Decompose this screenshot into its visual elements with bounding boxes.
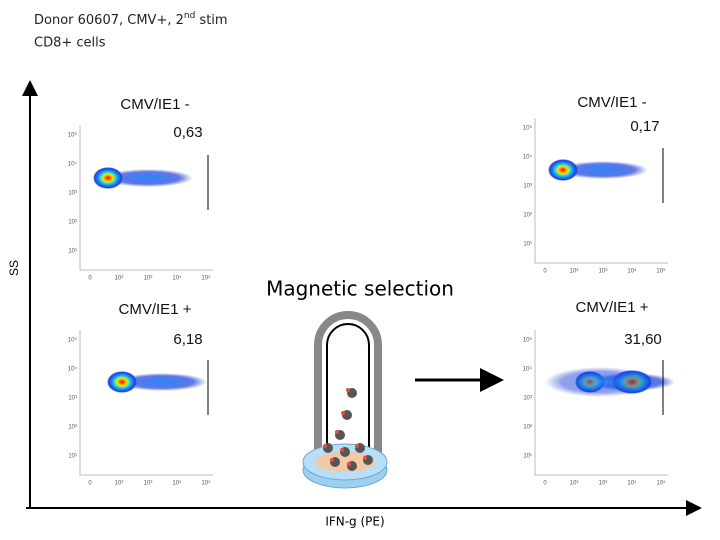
plot-title: CMV/IE1 + xyxy=(576,299,649,316)
x-tick-label: 10⁴ xyxy=(172,275,182,282)
plot-frame xyxy=(534,330,668,476)
x-tick-label: 10³ xyxy=(599,269,608,275)
y-tick-label: 10³ xyxy=(68,396,77,402)
y-tick-label: 10² xyxy=(523,213,532,219)
header-title: Donor 60607, CMV+, 2nd stim xyxy=(34,11,228,28)
x-tick-label: 10³ xyxy=(144,276,153,282)
flow-plot: CMV/IE1 + 6,18 10⁵ 10⁴ 10³ 10² 10¹ 0 10² 10³ 10⁴ 10… xyxy=(68,301,213,487)
header-subtitle: CD8+ cells xyxy=(34,36,106,51)
y-tick-label: 10³ xyxy=(68,191,77,197)
x-tick-label: 0 xyxy=(543,481,547,487)
center-label: Magnetic selection xyxy=(266,277,454,301)
density-tail xyxy=(103,169,193,187)
x-tick-label: 0 xyxy=(88,481,92,487)
density-tail xyxy=(545,367,655,397)
flow-plot: CMV/IE1 - 0,63 10⁵ 10⁴ 10³ 10² 10¹ 0 10² 10³ 10⁴ 10… xyxy=(68,96,213,282)
x-tick-label: 0 xyxy=(543,269,547,275)
flow-plot: CMV/IE1 + 31,60 10⁵ 10⁴ 10³ 10² 10¹ 0 10² 10³ 10⁴ 1… xyxy=(523,299,675,487)
y-tick-label: 10⁴ xyxy=(68,161,78,168)
density-cloud xyxy=(107,371,137,393)
y-tick-label: 10³ xyxy=(523,396,532,402)
plot-title: CMV/IE1 + xyxy=(119,301,192,318)
density-tail xyxy=(558,161,648,179)
density-cloud xyxy=(93,167,123,189)
density-cloud xyxy=(548,159,578,181)
x-tick-label: 10⁵ xyxy=(201,480,211,487)
gate-value: 0,63 xyxy=(173,124,202,141)
x-tick-label: 0 xyxy=(88,276,92,282)
x-tick-label: 10⁴ xyxy=(627,480,637,487)
y-tick-label: 10⁴ xyxy=(523,154,533,161)
x-tick-label: 10² xyxy=(115,481,124,487)
x-tick-label: 10⁴ xyxy=(172,480,182,487)
x-tick-label: 10⁴ xyxy=(627,268,637,275)
magnet-column xyxy=(302,311,388,489)
x-axis-label: IFN-g (PE) xyxy=(325,515,384,529)
y-tick-label: 10⁵ xyxy=(68,132,78,139)
y-tick-label: 10⁴ xyxy=(523,366,533,373)
y-tick-label: 10³ xyxy=(523,184,532,190)
plot-frame xyxy=(534,118,668,264)
y-tick-label: 10² xyxy=(68,220,77,226)
plot-title: CMV/IE1 - xyxy=(120,96,189,113)
x-tick-label: 10³ xyxy=(599,481,608,487)
y-tick-label: 10⁵ xyxy=(523,125,533,132)
x-tick-label: 10² xyxy=(115,276,124,282)
y-tick-label: 10⁵ xyxy=(68,337,78,344)
x-tick-label: 10² xyxy=(570,481,579,487)
plot-frame xyxy=(79,125,213,271)
density-tail xyxy=(117,373,207,391)
y-axis-label: SS xyxy=(7,260,21,276)
flow-plot: CMV/IE1 - 0,17 10⁵ 10⁴ 10³ 10² 10¹ 0 10² 10³ 10⁴ 10… xyxy=(523,94,668,275)
x-tick-label: 10⁵ xyxy=(656,480,666,487)
x-tick-label: 10² xyxy=(570,269,579,275)
plot-frame xyxy=(79,330,213,476)
x-tick-label: 10³ xyxy=(144,481,153,487)
plot-title: CMV/IE1 - xyxy=(577,94,646,111)
gate-value: 0,17 xyxy=(630,118,659,135)
y-tick-label: 10² xyxy=(68,425,77,431)
x-tick-label: 10⁵ xyxy=(201,275,211,282)
y-tick-label: 10⁴ xyxy=(68,366,78,373)
y-tick-label: 10¹ xyxy=(523,454,532,460)
y-tick-label: 10⁵ xyxy=(523,337,533,344)
y-tick-label: 10² xyxy=(523,425,532,431)
y-tick-label: 10¹ xyxy=(68,454,77,460)
x-tick-label: 10⁵ xyxy=(656,268,666,275)
gate-value: 6,18 xyxy=(173,331,202,348)
y-tick-label: 10¹ xyxy=(523,242,532,248)
gate-value: 31,60 xyxy=(624,331,662,348)
y-tick-label: 10¹ xyxy=(68,249,77,255)
